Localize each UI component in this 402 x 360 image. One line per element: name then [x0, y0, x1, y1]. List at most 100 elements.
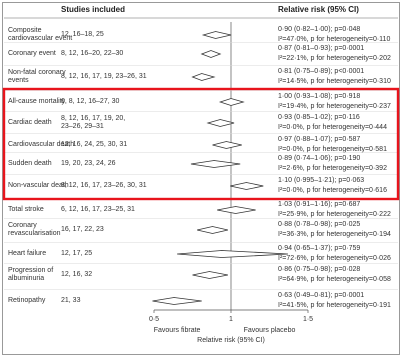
relative-risk-value: 1·03 (0·91–1·16); p=0·687 — [278, 201, 361, 208]
heterogeneity-value: I²=47·0%, p for heterogeneity=0·110 — [278, 36, 391, 43]
outcome-line: events — [8, 77, 29, 84]
relative-risk-value: 0·90 (0·82–1·00); p=0·048 — [278, 26, 361, 33]
estimate-diamond — [197, 226, 229, 234]
studies-line: 6, 12, 16, 17, 23–25, 31 — [61, 206, 135, 213]
studies-line: 12, 16–18, 25 — [61, 31, 104, 38]
studies-label: 12, 16, 24, 25, 30, 31 — [61, 141, 127, 149]
studies-line: 21, 33 — [61, 297, 81, 304]
relative-risk-value: 0·63 (0·49–0·81); p=0·0001 — [278, 292, 365, 299]
studies-label: 16, 17, 22, 23 — [61, 226, 104, 234]
studies-line: 12, 16, 24, 25, 30, 31 — [61, 141, 128, 148]
outcome-label: Coronary event — [8, 50, 56, 58]
estimate-diamond — [218, 98, 245, 106]
outcome-label: Progression of albuminuria — [8, 267, 53, 283]
outcome-label: Composite cardiovascular event — [8, 27, 72, 43]
studies-line: 12, 17, 25 — [61, 250, 93, 257]
heterogeneity-value: I²=0·0%, p for heterogeneity=0·444 — [278, 124, 387, 131]
studies-line: 12, 16, 32 — [61, 271, 93, 278]
relative-risk-value: 0·88 (0·78–0·98); p=0·025 — [278, 221, 361, 228]
figure-frame — [2, 2, 400, 355]
outcome-line: Non-fatal coronary — [8, 69, 66, 76]
studies-line: 19, 20, 23, 24, 26 — [61, 160, 116, 167]
heterogeneity-value: I²=14·5%, p for heterogeneity=0·310 — [278, 78, 391, 85]
outcome-line: cardiovascular event — [8, 35, 73, 42]
relative-risk-value: 0·87 (0·81–0·93); p=0·0001 — [278, 45, 365, 52]
estimate-diamond — [190, 160, 241, 168]
studies-line: 8, 12, 16, 17, 23–26, 30, 31 — [61, 182, 147, 189]
studies-label: 12, 16, 32 — [61, 271, 92, 279]
outcome-line: Coronary event — [8, 50, 56, 57]
outcome-line: Coronary — [8, 222, 37, 229]
heterogeneity-value: I²=36·3%, p for heterogeneity=0·194 — [278, 231, 391, 238]
estimate-diamond — [201, 31, 232, 39]
outcome-label: Cardiovascular death — [8, 141, 74, 149]
outcome-line: All-cause mortality — [8, 98, 66, 105]
estimate-diamond — [212, 141, 242, 149]
favours-placebo-label: Favours placebo — [244, 327, 296, 334]
heterogeneity-value: I²=2·6%, p for heterogeneity=0·392 — [278, 165, 387, 172]
heterogeneity-value: I²=64·9%, p for heterogeneity=0·058 — [278, 276, 391, 283]
heterogeneity-value: I²=25·9%, p for heterogeneity=0·222 — [278, 211, 391, 218]
outcome-label: Non-fatal coronary events — [8, 69, 66, 85]
estimate-diamond — [217, 206, 256, 214]
estimate-diamond — [177, 250, 289, 258]
outcome-line: Non-vascular death — [8, 182, 69, 189]
estimate-diamond — [192, 271, 228, 279]
outcome-line: Cardiovascular death — [8, 141, 75, 148]
studies-label: 12, 16–18, 25 — [61, 31, 104, 39]
outcome-line: Heart failure — [8, 250, 47, 257]
outcome-line: albuminuria — [8, 275, 45, 282]
outcome-line: Composite — [8, 27, 42, 34]
studies-header: Studies included — [61, 5, 126, 14]
outcome-label: Retinopathy — [8, 297, 45, 305]
relative-risk-value: 1·00 (0·93–1·08); p=0·918 — [278, 93, 361, 100]
outcome-line: Sudden death — [8, 160, 52, 167]
relative-risk-value: 0·93 (0·85–1·02); p=0·116 — [278, 114, 360, 121]
outcome-label: Total stroke — [8, 206, 44, 214]
x-tick-label: 1 — [229, 316, 233, 323]
studies-line: 16, 17, 22, 23 — [61, 226, 104, 233]
relative-risk-value: 0·86 (0·75–0·98); p=0·028 — [278, 266, 361, 273]
outcome-label: Heart failure — [8, 250, 46, 258]
heterogeneity-value: I²=41·5%, p for heterogeneity=0·191 — [278, 302, 391, 309]
relative-risk-value: 0·97 (0·88–1·07); p=0·587 — [278, 136, 361, 143]
relative-risk-value: 0·81 (0·75–0·89); p<0·0001 — [278, 68, 365, 75]
studies-line: 23–26, 29–31 — [61, 123, 104, 130]
heterogeneity-value: I²=0·0%, p for heterogeneity=0·581 — [278, 146, 387, 153]
studies-line: 8, 12, 16, 17, 19, 23–26, 31 — [61, 73, 147, 80]
studies-label: 8, 12, 16, 17, 19, 23–26, 31 — [61, 73, 147, 81]
studies-label: 12, 17, 25 — [61, 250, 92, 258]
estimate-diamond — [230, 182, 264, 190]
x-tick-label: 1·5 — [303, 316, 313, 323]
heterogeneity-value: I²=0·0%, p for heterogeneity=0·616 — [278, 187, 387, 194]
relative-risk-value: 0·94 (0·65–1·37); p=0·759 — [278, 245, 361, 252]
x-tick-label: 0·5 — [149, 316, 159, 323]
outcome-label: Sudden death — [8, 160, 52, 168]
heterogeneity-value: I²=22·1%, p for heterogeneity=0·202 — [278, 55, 391, 62]
estimate-diamond — [200, 50, 222, 58]
estimate-diamond — [206, 119, 235, 127]
outcome-label: Cardiac death — [8, 119, 52, 127]
outcome-line: Cardiac death — [8, 119, 52, 126]
heterogeneity-value: I²=19·4%, p for heterogeneity=0·237 — [278, 103, 391, 110]
studies-label: 8, 12, 16, 17, 19, 20, 23–26, 29–31 — [61, 115, 125, 131]
studies-label: 21, 33 — [61, 297, 80, 305]
favours-fibrate-label: Favours fibrate — [154, 327, 201, 334]
outcome-label: Coronary revascularisation — [8, 222, 61, 238]
outcome-label: All-cause mortality — [8, 98, 65, 106]
estimate-diamond — [191, 73, 216, 81]
outcome-line: Retinopathy — [8, 297, 46, 304]
relative-risk-value: 1·10 (0·995–1·21); p=0·063 — [278, 177, 365, 184]
estimate-diamond — [152, 297, 202, 305]
outcome-line: Total stroke — [8, 206, 44, 213]
studies-line: 8, 12, 16–20, 22–30 — [61, 50, 124, 57]
studies-line: 8, 12, 16, 17, 19, 20, — [61, 115, 126, 122]
studies-label: 6, 8, 12, 16–27, 30 — [61, 98, 119, 106]
outcome-line: revascularisation — [8, 230, 61, 237]
studies-label: 8, 12, 16, 17, 23–26, 30, 31 — [61, 182, 147, 190]
heterogeneity-value: I²=72·6%, p for heterogeneity=0·026 — [278, 255, 391, 262]
studies-label: 19, 20, 23, 24, 26 — [61, 160, 116, 168]
relative-risk-value: 0·89 (0·74–1·06); p=0·190 — [278, 155, 361, 162]
studies-label: 6, 12, 16, 17, 23–25, 31 — [61, 206, 135, 214]
